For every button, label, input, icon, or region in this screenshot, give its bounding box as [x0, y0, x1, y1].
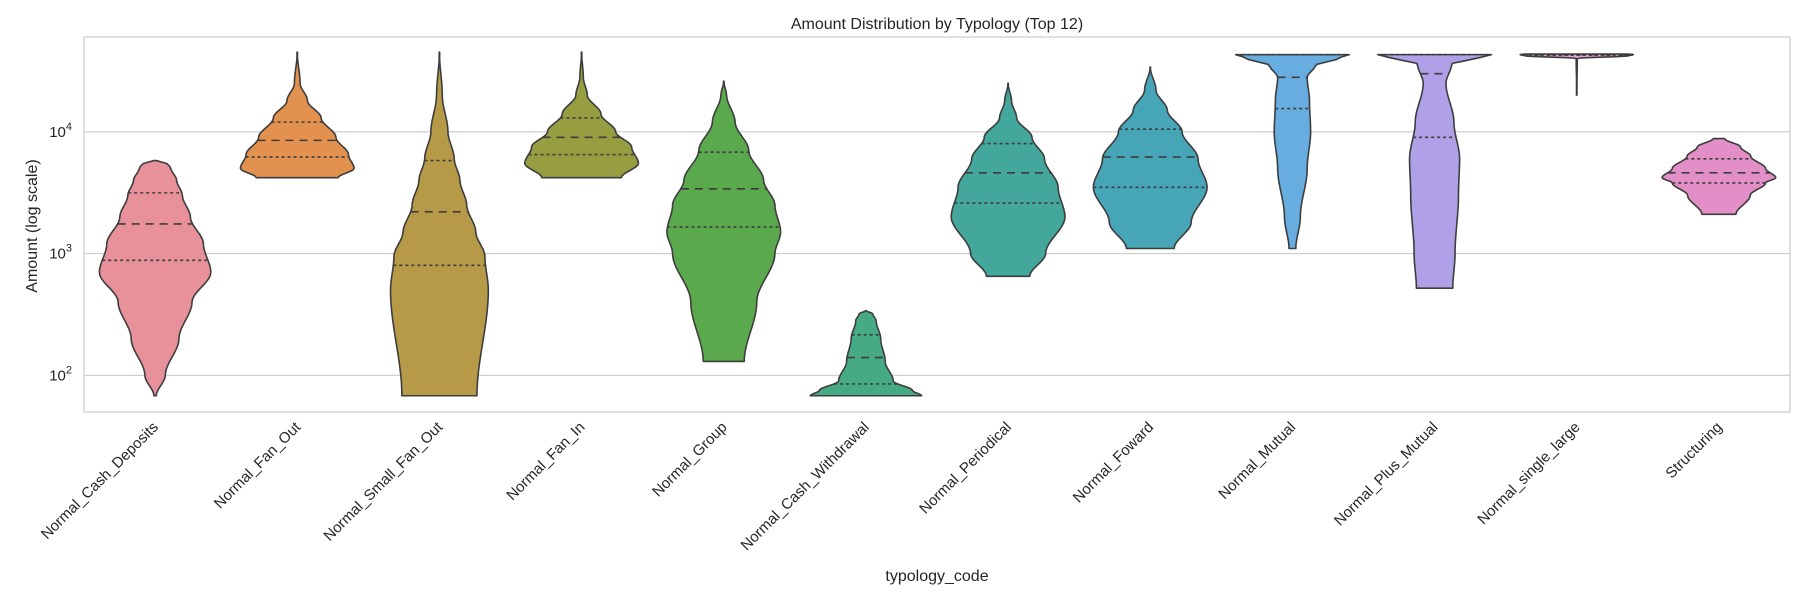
violin-normal-cash-deposits — [98, 159, 212, 397]
x-axis-title: typology_code — [885, 568, 988, 585]
violin-normal-fan-out — [239, 51, 355, 179]
violin-normal-small-fan-out — [389, 51, 490, 397]
violin-normal-fan-in — [523, 51, 640, 179]
y-tick-label: 104 — [49, 121, 72, 141]
violin-normal-mutual — [1234, 53, 1351, 250]
violin-normal-foward — [1092, 66, 1208, 250]
violin-normal-group — [666, 80, 782, 363]
plot-frame — [83, 36, 1791, 413]
violin-body — [389, 51, 490, 397]
violin-body — [950, 82, 1066, 278]
y-tick-label: 103 — [49, 243, 72, 263]
gridlines — [84, 131, 1790, 376]
violin-normal-periodical — [950, 82, 1066, 278]
y-tick-label: 102 — [49, 364, 72, 384]
violin-normal-single-large — [1519, 53, 1635, 96]
chart-title: Amount Distribution by Typology (Top 12) — [791, 16, 1083, 33]
violin-body — [809, 309, 923, 397]
violin-body — [239, 51, 355, 179]
violin-body — [666, 80, 782, 363]
y-tick-labels: 102 103 104 — [49, 121, 72, 385]
y-axis-title: Amount (log scale) — [24, 159, 41, 292]
violin-structuring — [1661, 137, 1777, 216]
violin-normal-cash-withdrawal — [809, 309, 923, 397]
violin-body — [1661, 137, 1777, 216]
violin-normal-plus-mutual — [1376, 53, 1493, 289]
violins — [98, 51, 1777, 397]
violin-body — [98, 159, 212, 397]
